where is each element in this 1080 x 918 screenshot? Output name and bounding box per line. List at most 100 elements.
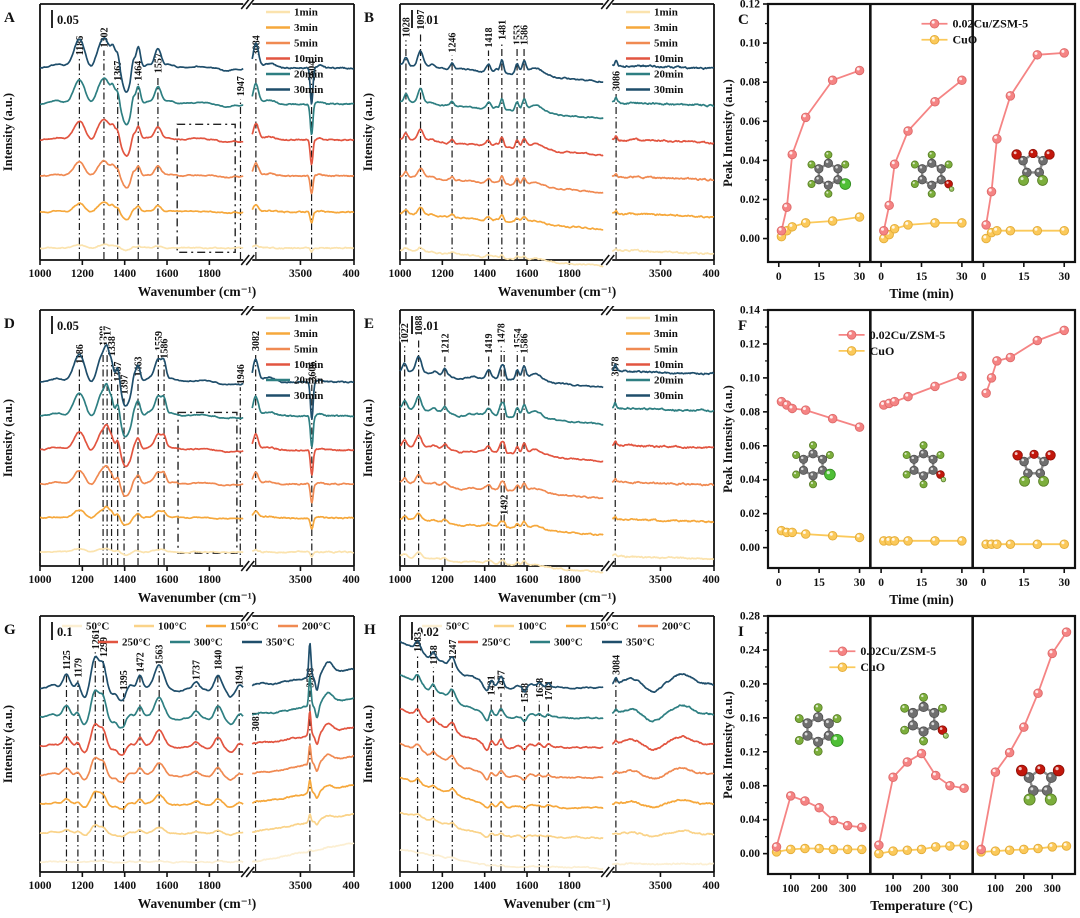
spectrum-curve-100°C bbox=[399, 811, 604, 840]
svg-text:4000: 4000 bbox=[343, 268, 361, 280]
series-line-0.02Cu/ZSM-5 bbox=[882, 79, 963, 231]
svg-text:Wavenumber (cm⁻¹): Wavenumber (cm⁻¹) bbox=[498, 284, 617, 299]
molecule-hexachlorobenzene bbox=[792, 441, 836, 489]
spectrum-curve-50°C bbox=[251, 842, 355, 863]
svg-text:1563: 1563 bbox=[155, 645, 166, 665]
spectrum-curve-150°C bbox=[39, 790, 244, 810]
svg-text:CuO: CuO bbox=[953, 33, 978, 47]
svg-text:1588: 1588 bbox=[520, 683, 531, 703]
panel-letter: A bbox=[4, 10, 15, 26]
legend: 1min 3min 5min 10min 20min 30min bbox=[626, 7, 683, 96]
spectra-curves bbox=[39, 37, 355, 253]
svg-text:1600: 1600 bbox=[516, 268, 539, 280]
svg-text:1559: 1559 bbox=[154, 331, 165, 351]
svg-text:1400: 1400 bbox=[473, 574, 496, 586]
axes: 0.00 0.02 0.04 0.06 0.08 0.10 0.12 0.14 Peak Int… bbox=[721, 306, 1077, 607]
svg-text:0.05: 0.05 bbox=[57, 319, 79, 333]
molecule-hexachlorobenzene bbox=[794, 703, 844, 756]
svg-text:250°C: 250°C bbox=[482, 637, 511, 649]
svg-text:3086: 3086 bbox=[612, 71, 623, 91]
svg-text:Wavenumber (cm⁻¹): Wavenumber (cm⁻¹) bbox=[138, 590, 257, 605]
svg-text:Peak Intensity (a.u.): Peak Intensity (a.u.) bbox=[721, 79, 735, 187]
spectrum-curve-5min bbox=[39, 464, 244, 497]
svg-text:1400: 1400 bbox=[473, 268, 496, 280]
molecule-dichloromaleic-anhydride bbox=[1016, 764, 1065, 806]
spectrum-curve-250°C bbox=[612, 734, 714, 752]
svg-text:30: 30 bbox=[854, 577, 866, 589]
svg-text:1212: 1212 bbox=[440, 334, 451, 354]
svg-text:1941: 1941 bbox=[235, 665, 246, 685]
spectrum-curve-5min bbox=[39, 159, 244, 189]
svg-text:10min: 10min bbox=[654, 359, 683, 371]
svg-text:10min: 10min bbox=[294, 53, 323, 65]
svg-text:1800: 1800 bbox=[198, 268, 221, 280]
panel-B: 1000 1200 1400 1600 1800 3500 4000 Wavenumber (… bbox=[361, 0, 720, 299]
svg-text:1200: 1200 bbox=[71, 268, 94, 280]
svg-text:1400: 1400 bbox=[113, 574, 136, 586]
svg-text:5min: 5min bbox=[294, 344, 318, 356]
svg-text:1492: 1492 bbox=[500, 495, 511, 515]
spectrum-curve-20min bbox=[611, 401, 715, 413]
panel-letter: D bbox=[4, 316, 15, 332]
svg-text:1600: 1600 bbox=[156, 268, 179, 280]
svg-text:0.08: 0.08 bbox=[740, 77, 760, 89]
svg-text:100°C: 100°C bbox=[158, 621, 187, 633]
svg-text:3500: 3500 bbox=[649, 880, 672, 892]
svg-text:50°C: 50°C bbox=[446, 621, 469, 633]
spectrum-curve-10min bbox=[399, 434, 604, 463]
panel-letter: G bbox=[4, 622, 16, 638]
svg-text:Peak Intensity (a.u.): Peak Intensity (a.u.) bbox=[721, 691, 735, 799]
scale-bar: 0.02 bbox=[411, 622, 439, 640]
svg-text:Wavenumber (cm⁻¹): Wavenumber (cm⁻¹) bbox=[138, 896, 257, 911]
spectrum-curve-20min bbox=[251, 82, 354, 136]
axes: 1000 1200 1400 1600 1800 3500 4000 Wavenumber (… bbox=[1, 612, 360, 911]
svg-text:1400: 1400 bbox=[113, 268, 136, 280]
panel-E: 1000 1200 1400 1600 1800 3500 4000 Wavenumber (… bbox=[361, 306, 720, 605]
spectrum-curve-30min bbox=[611, 363, 715, 376]
svg-text:300: 300 bbox=[1044, 883, 1062, 895]
svg-text:0.00: 0.00 bbox=[740, 848, 760, 860]
svg-text:300: 300 bbox=[941, 883, 959, 895]
svg-text:1min: 1min bbox=[294, 7, 318, 19]
svg-text:1800: 1800 bbox=[198, 574, 221, 586]
panel-D: 1000 1200 1400 1600 1800 3500 4000 Wavenumber (… bbox=[1, 306, 360, 605]
scale-bar: 0.01 bbox=[411, 316, 439, 334]
svg-text:250°C: 250°C bbox=[122, 637, 151, 649]
axes: 0.00 0.04 0.08 0.12 0.16 0.20 0.24 0.28 Peak Int… bbox=[721, 612, 1077, 913]
panel-H: 1000 1200 1400 1600 1800 3500 4000 Wavenuber (c… bbox=[361, 612, 720, 911]
svg-text:30min: 30min bbox=[654, 84, 683, 96]
svg-text:0.00: 0.00 bbox=[740, 542, 760, 554]
subpanel-1 bbox=[771, 791, 867, 857]
molecule-hexachlorobenzene bbox=[807, 150, 852, 198]
spectrum-curve-3min bbox=[39, 201, 244, 221]
svg-text:0.12: 0.12 bbox=[740, 338, 760, 350]
svg-text:3500: 3500 bbox=[649, 574, 672, 586]
subpanel-3 bbox=[981, 325, 1069, 549]
svg-text:15: 15 bbox=[813, 577, 825, 589]
svg-text:3500: 3500 bbox=[289, 880, 312, 892]
panel-letter: I bbox=[738, 624, 744, 640]
svg-text:1600: 1600 bbox=[516, 880, 539, 892]
spectrum-curve-10min bbox=[612, 440, 715, 450]
svg-text:300°C: 300°C bbox=[194, 637, 223, 649]
svg-text:1947: 1947 bbox=[236, 76, 247, 96]
panel-I: 0.00 0.04 0.08 0.12 0.16 0.20 0.24 0.28 Peak Int… bbox=[721, 612, 1077, 913]
svg-text:15: 15 bbox=[916, 577, 928, 589]
svg-text:10min: 10min bbox=[294, 359, 323, 371]
svg-text:15: 15 bbox=[813, 271, 825, 283]
svg-text:30: 30 bbox=[956, 271, 968, 283]
svg-text:1737: 1737 bbox=[192, 660, 203, 680]
svg-text:100: 100 bbox=[987, 883, 1005, 895]
spectrum-curve-50°C bbox=[399, 848, 604, 870]
svg-text:0: 0 bbox=[776, 271, 782, 283]
spectrum-curve-5min bbox=[399, 167, 604, 194]
svg-text:0: 0 bbox=[878, 577, 884, 589]
spectrum-curve-50°C bbox=[39, 859, 244, 864]
svg-text:0.02: 0.02 bbox=[417, 625, 439, 639]
legend: 0.02Cu/ZSM-5 CuO bbox=[838, 328, 945, 358]
svg-text:Intensity (a.u.): Intensity (a.u.) bbox=[1, 399, 15, 477]
svg-text:5min: 5min bbox=[654, 344, 678, 356]
svg-text:1600: 1600 bbox=[516, 574, 539, 586]
